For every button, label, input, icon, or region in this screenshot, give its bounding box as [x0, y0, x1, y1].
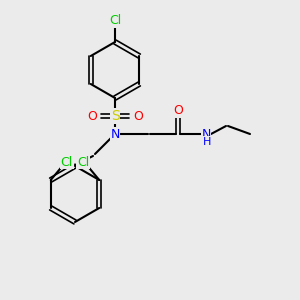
Text: O: O — [133, 110, 143, 122]
Text: Cl: Cl — [109, 14, 121, 28]
Text: Cl: Cl — [77, 155, 89, 169]
Text: N: N — [201, 128, 211, 140]
Text: O: O — [173, 104, 183, 118]
Text: H: H — [203, 137, 211, 147]
Text: Cl: Cl — [61, 155, 73, 169]
Text: O: O — [87, 110, 97, 122]
Text: S: S — [111, 109, 119, 123]
Text: N: N — [110, 128, 120, 140]
